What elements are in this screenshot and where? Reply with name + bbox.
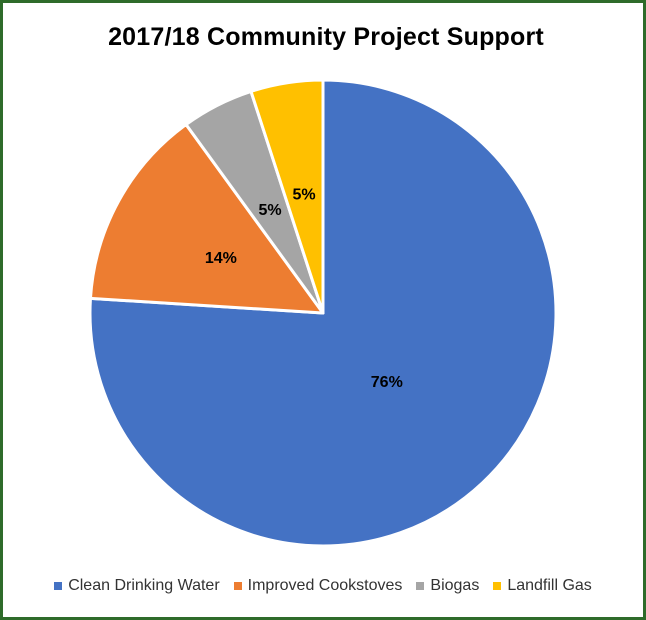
data-label-landfill-gas: 5% bbox=[292, 186, 315, 203]
legend-swatch-clean-drinking-water bbox=[54, 582, 63, 590]
legend-label-clean-drinking-water: Clean Drinking Water bbox=[68, 577, 220, 594]
pie-slice-improved-cookstoves bbox=[88, 123, 325, 315]
legend-item-clean-drinking-water: Clean Drinking Water bbox=[54, 577, 220, 595]
legend-label-improved-cookstoves: Improved Cookstoves bbox=[247, 577, 403, 594]
legend-swatch-improved-cookstoves bbox=[233, 582, 242, 590]
chart-title: 2017/18 Community Project Support bbox=[108, 23, 544, 51]
data-label-clean-drinking-water: 76% bbox=[371, 374, 403, 391]
legend-swatch-landfill-gas bbox=[493, 582, 502, 590]
legend-swatch-biogas bbox=[416, 582, 425, 590]
legend-item-landfill-gas: Landfill Gas bbox=[493, 577, 592, 595]
legend-label-landfill-gas: Landfill Gas bbox=[507, 577, 592, 594]
legend-label-biogas: Biogas bbox=[430, 577, 480, 594]
legend: Clean Drinking Water Improved Cookstoves B… bbox=[0, 577, 646, 595]
legend-item-improved-cookstoves: Improved Cookstoves bbox=[233, 577, 403, 595]
data-label-improved-cookstoves: 14% bbox=[205, 250, 237, 267]
data-label-biogas: 5% bbox=[259, 202, 282, 219]
legend-item-biogas: Biogas bbox=[416, 577, 479, 595]
pie-slice-landfill-gas bbox=[249, 78, 325, 315]
